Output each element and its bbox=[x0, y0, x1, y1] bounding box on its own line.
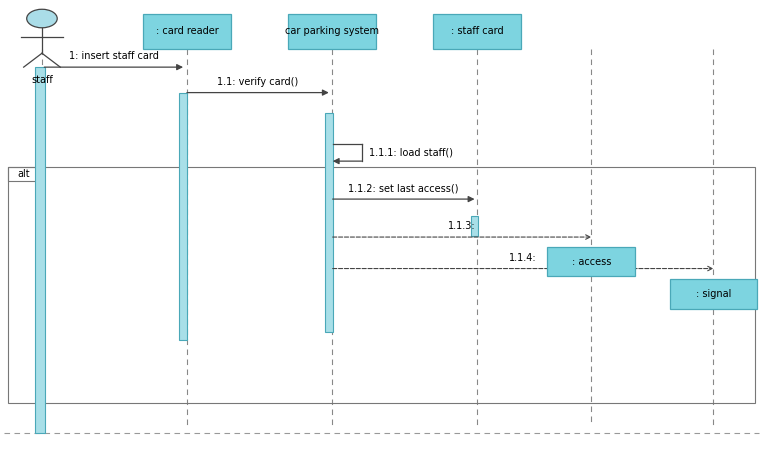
Text: : signal: : signal bbox=[696, 289, 731, 299]
Circle shape bbox=[27, 9, 57, 28]
Text: 1.1: verify card(): 1.1: verify card() bbox=[217, 76, 298, 87]
Text: alt: alt bbox=[18, 169, 30, 179]
Text: 1.1.1: load staff(): 1.1.1: load staff() bbox=[369, 147, 452, 157]
Bar bbox=[288, 14, 376, 49]
Bar bbox=[179, 93, 188, 340]
Bar bbox=[143, 14, 230, 49]
Bar bbox=[35, 67, 44, 433]
Bar bbox=[670, 279, 757, 309]
Bar bbox=[548, 247, 635, 276]
Text: 1: insert staff card: 1: insert staff card bbox=[69, 51, 159, 61]
Text: car parking system: car parking system bbox=[285, 26, 379, 36]
Text: 1.1.2: set last access(): 1.1.2: set last access() bbox=[349, 183, 459, 193]
Text: 1.1.3:: 1.1.3: bbox=[448, 221, 476, 231]
Bar bbox=[8, 167, 755, 403]
Bar bbox=[325, 113, 333, 332]
Text: : staff card: : staff card bbox=[451, 26, 503, 36]
Text: staff: staff bbox=[31, 75, 53, 86]
Bar bbox=[8, 167, 40, 181]
Text: : access: : access bbox=[571, 257, 611, 267]
Bar bbox=[433, 14, 520, 49]
Text: 1.1.4:: 1.1.4: bbox=[509, 252, 537, 263]
Bar bbox=[472, 216, 478, 236]
Text: : card reader: : card reader bbox=[156, 26, 218, 36]
